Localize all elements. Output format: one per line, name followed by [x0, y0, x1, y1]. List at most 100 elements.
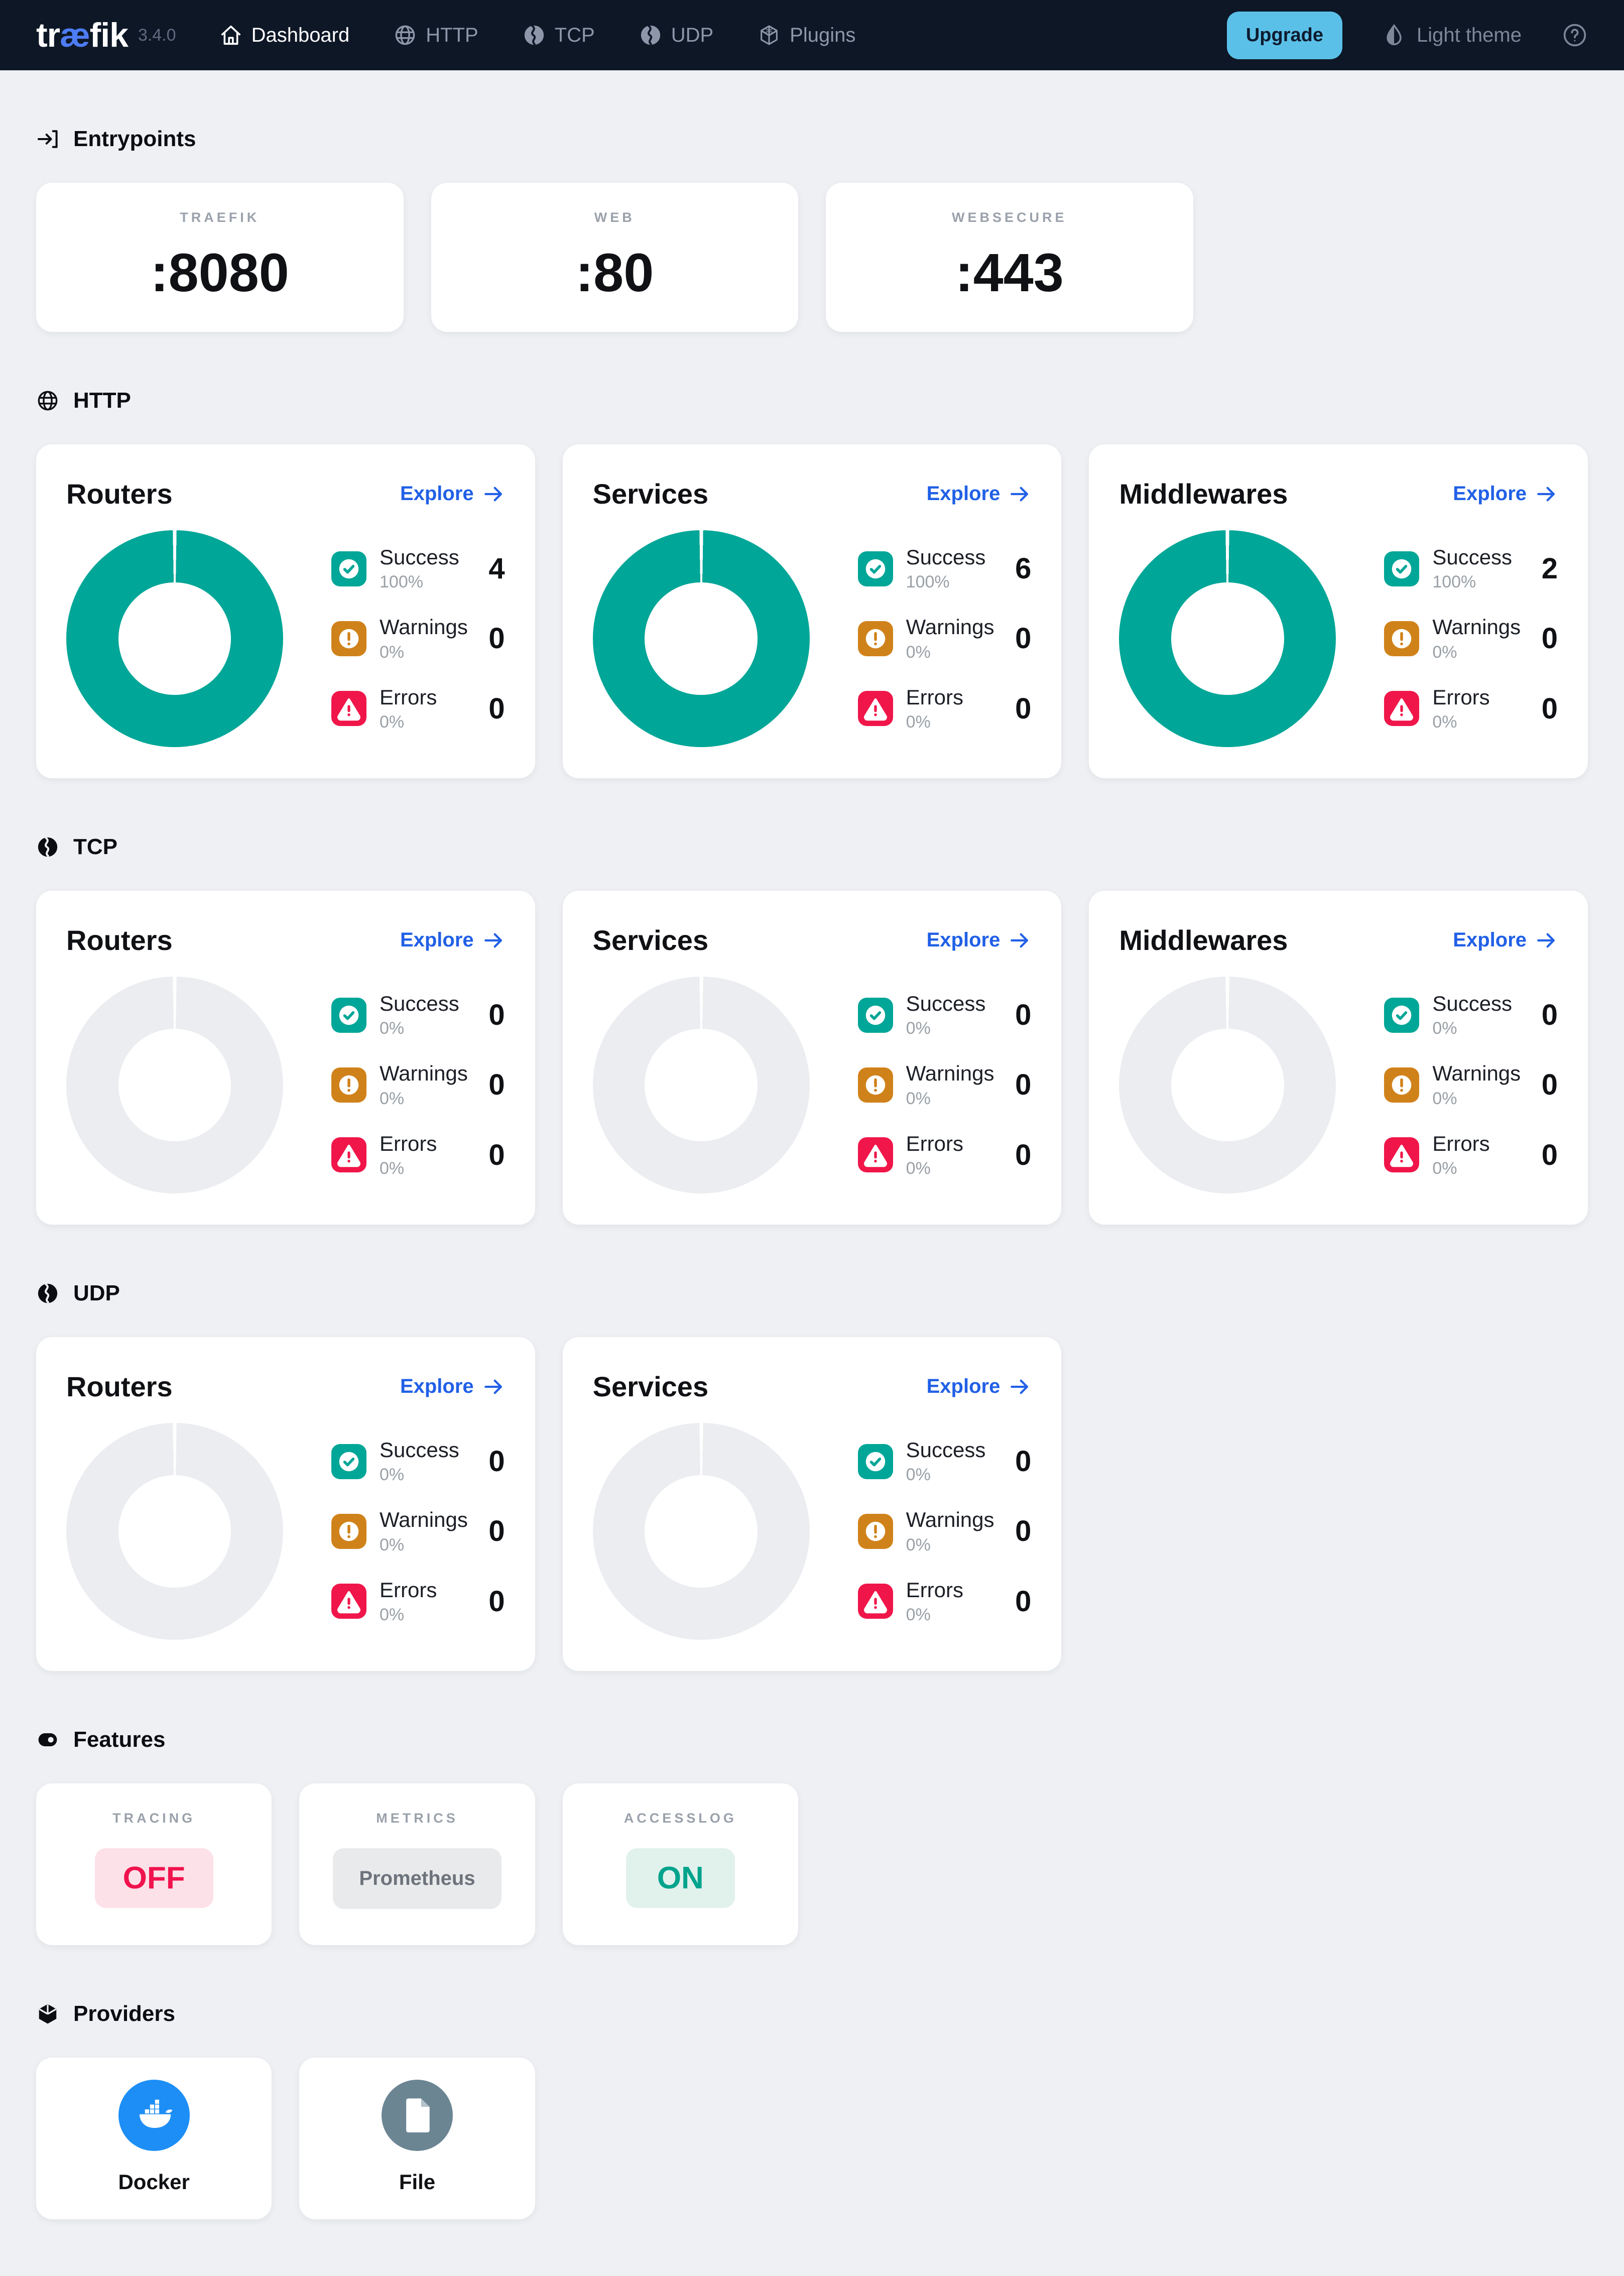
feature-card-accesslog: ACCESSLOG ON	[562, 1783, 798, 1945]
upgrade-button[interactable]: Upgrade	[1226, 11, 1342, 59]
feature-name: TRACING	[112, 1811, 196, 1826]
legend-percent: 0%	[906, 1605, 931, 1624]
legend-text: Errors 0%	[906, 1132, 963, 1178]
stat-card-title: Routers	[66, 924, 173, 956]
explore-link[interactable]: Explore	[400, 929, 505, 952]
tcp-services-card: Services Explore Success 0% 0 Warnings 0% 0 Erro…	[562, 891, 1062, 1225]
legend-label: Errors	[380, 1131, 437, 1155]
nav-item-label: TCP	[554, 24, 595, 46]
legend-percent: 0%	[380, 642, 405, 662]
explore-label: Explore	[400, 483, 474, 505]
warning-icon	[857, 1067, 893, 1103]
success-icon	[331, 551, 366, 586]
feature-name: ACCESSLOG	[623, 1811, 737, 1826]
stat-card-header: Services Explore	[593, 477, 1032, 510]
status-donut-chart	[1119, 530, 1336, 747]
explore-label: Explore	[926, 483, 1001, 505]
explore-link[interactable]: Explore	[927, 483, 1032, 506]
legend-count: 6	[1015, 552, 1032, 585]
providers-grid: Docker File	[36, 2058, 1588, 2219]
legend-label: Warnings	[380, 615, 468, 639]
success-icon	[331, 997, 366, 1033]
nav-item-tcp[interactable]: TCP	[523, 24, 595, 47]
stat-card-header: Routers Explore	[66, 924, 505, 956]
donut-legend: Success 0% 0 Warnings 0% 0 Errors 0% 0	[331, 992, 505, 1178]
provider-logo-badge	[381, 2080, 453, 2151]
legend-text: Warnings 0%	[1432, 1061, 1521, 1108]
legend-text: Warnings 0%	[380, 1508, 468, 1554]
section-features: Features TRACING OFF METRICS Prometheus ACCES…	[36, 1727, 1588, 1945]
traefik-logo[interactable]: træfik	[36, 16, 129, 55]
stat-card-title: Routers	[66, 478, 173, 510]
plugins-icon	[758, 24, 781, 47]
nav-item-label: Dashboard	[251, 24, 350, 46]
legend-row-warning: Warnings 0% 0	[331, 1508, 505, 1554]
legend-count: 0	[1015, 1585, 1032, 1618]
error-icon	[1384, 691, 1420, 727]
nav-item-label: Plugins	[790, 24, 856, 46]
legend-row-warning: Warnings 0% 0	[1384, 615, 1558, 662]
legend-count: 0	[488, 1515, 505, 1548]
stat-card-body: Success 0% 0 Warnings 0% 0 Errors 0% 0	[66, 1423, 505, 1640]
stat-card-body: Success 100% 2 Warnings 0% 0 Errors 0% 0	[1119, 530, 1558, 747]
explore-link[interactable]: Explore	[1453, 929, 1558, 952]
theme-toggle-label: Light theme	[1416, 24, 1522, 46]
legend-count: 4	[488, 552, 505, 585]
nav-item-plugins[interactable]: Plugins	[758, 24, 855, 47]
legend-row-success: Success 0% 0	[857, 991, 1031, 1038]
legend-label: Success	[906, 991, 986, 1015]
feature-status-badge: Prometheus	[333, 1848, 502, 1909]
legend-label: Success	[380, 1438, 459, 1462]
explore-link[interactable]: Explore	[1453, 483, 1558, 506]
legend-row-warning: Warnings 0% 0	[857, 615, 1031, 662]
explore-link[interactable]: Explore	[400, 483, 505, 506]
legend-count: 0	[1541, 1138, 1558, 1171]
stat-card-title: Middlewares	[1119, 924, 1288, 956]
nav-item-udp[interactable]: UDP	[639, 24, 713, 47]
theme-toggle[interactable]: Light theme	[1382, 23, 1522, 48]
status-donut-chart	[592, 977, 810, 1193]
section-title: Entrypoints	[73, 127, 196, 151]
legend-row-error: Errors 0% 0	[857, 1578, 1032, 1625]
legend-percent: 0%	[380, 1465, 405, 1485]
help-icon[interactable]	[1562, 22, 1588, 48]
nav-item-dashboard[interactable]: Dashboard	[219, 24, 350, 47]
feature-name: METRICS	[376, 1811, 458, 1826]
legend-percent: 0%	[906, 1535, 931, 1554]
status-donut-chart	[66, 977, 283, 1193]
dashboard-content: Entrypoints TRAEFIK:8080 WEB:80 WEBSECURE:4…	[0, 127, 1624, 2264]
provider-logo-badge	[118, 2080, 190, 2151]
nav-item-http[interactable]: HTTP	[394, 24, 478, 47]
stat-card-title: Middlewares	[1119, 478, 1288, 510]
entrypoint-port: :8080	[150, 242, 289, 303]
legend-text: Errors 0%	[1432, 685, 1489, 732]
home-icon	[219, 24, 242, 47]
error-icon	[857, 1584, 893, 1619]
legend-row-success: Success 100% 2	[1384, 545, 1558, 592]
legend-row-success: Success 0% 0	[331, 992, 505, 1038]
stat-card-header: Services Explore	[593, 924, 1032, 956]
legend-count: 0	[488, 1068, 505, 1102]
warning-icon	[331, 1067, 366, 1103]
legend-label: Warnings	[906, 615, 994, 639]
legend-count: 0	[1541, 1068, 1558, 1102]
arrow-right-icon	[1008, 1375, 1031, 1398]
legend-percent: 0%	[1432, 642, 1457, 662]
arrow-right-icon	[1535, 483, 1558, 506]
legend-text: Success 100%	[380, 545, 459, 592]
arrow-right-icon	[1008, 929, 1031, 952]
legend-row-success: Success 100% 6	[857, 545, 1032, 592]
explore-link[interactable]: Explore	[927, 1375, 1032, 1398]
legend-percent: 0%	[906, 1089, 931, 1108]
section-udp: UDP Routers Explore Success 0% 0 Warnings 0% 0 Er…	[36, 1281, 1588, 1671]
explore-link[interactable]: Explore	[400, 1375, 505, 1398]
section-header-features: Features	[36, 1727, 1588, 1752]
legend-percent: 100%	[380, 572, 423, 592]
explore-link[interactable]: Explore	[927, 929, 1032, 952]
http-grid: Routers Explore Success 100% 4 Warnings 0% 0 Err…	[36, 444, 1588, 778]
legend-label: Errors	[380, 1578, 437, 1602]
section-header-udp: UDP	[36, 1281, 1588, 1306]
section-header-tcp: TCP	[36, 834, 1588, 860]
nav-item-label: UDP	[671, 24, 714, 46]
legend-percent: 0%	[906, 712, 931, 732]
